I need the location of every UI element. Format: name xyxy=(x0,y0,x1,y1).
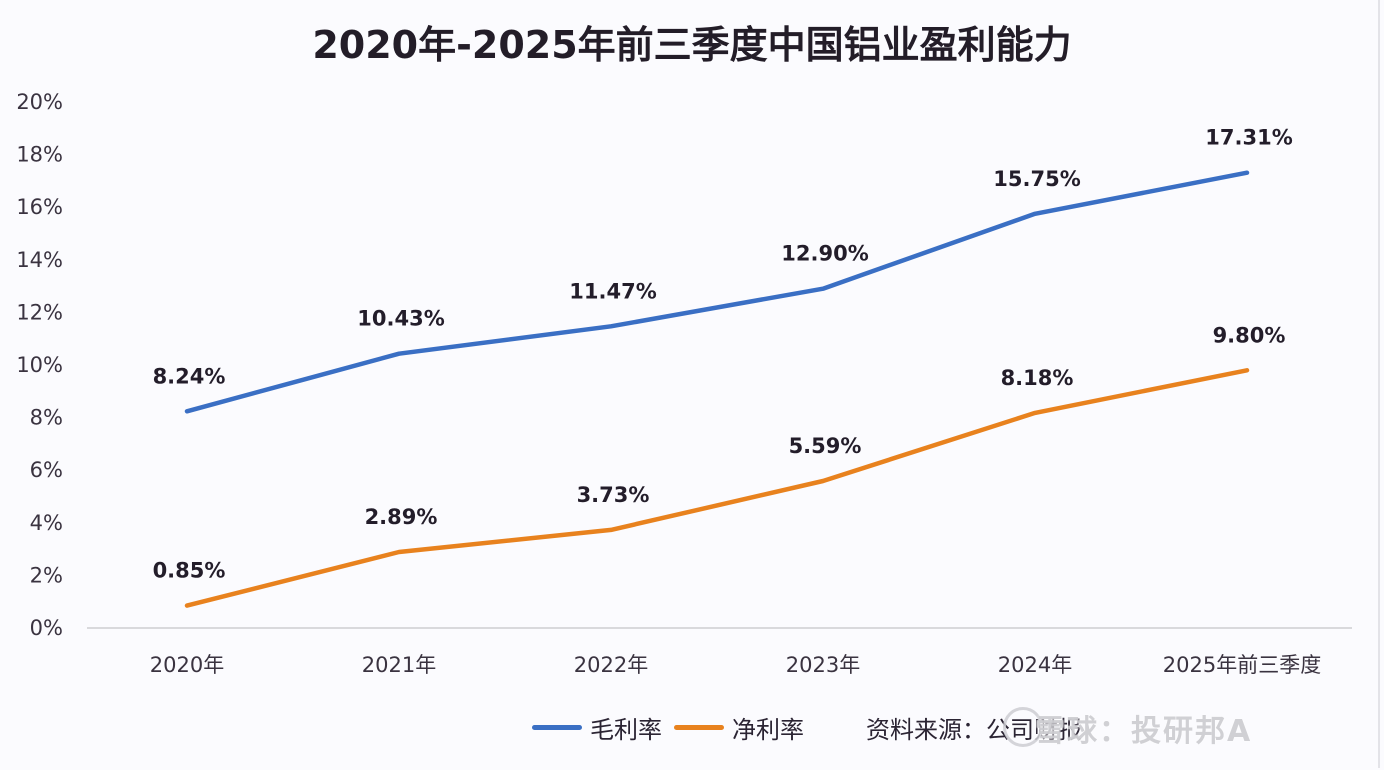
x-tick-label: 2024年 xyxy=(998,653,1072,677)
legend: 毛利率 净利率 资料来源：公司财报 xyxy=(532,709,1082,745)
data-label: 0.85% xyxy=(153,559,226,583)
x-axis-ticks: 2020年 2021年 2022年 2023年 2024年 2025年前三季度 xyxy=(150,653,1321,677)
legend-label-gross-margin: 毛利率 xyxy=(590,715,662,744)
legend-item-net-margin[interactable]: 净利率 xyxy=(674,710,804,745)
x-tick-label: 2025年前三季度 xyxy=(1163,653,1321,677)
y-tick-label: 2% xyxy=(30,563,63,587)
legend-label-net-margin: 净利率 xyxy=(732,715,804,744)
series-lines xyxy=(184,170,1250,608)
y-tick-label: 4% xyxy=(30,511,63,535)
data-label: 8.18% xyxy=(1001,366,1074,390)
data-label: 17.31% xyxy=(1205,126,1292,150)
legend-item-gross-margin[interactable]: 毛利率 xyxy=(532,710,662,745)
y-tick-label: 14% xyxy=(16,248,63,272)
data-label: 3.73% xyxy=(577,483,650,507)
legend-swatch-gross-margin xyxy=(532,724,582,730)
y-tick-label: 10% xyxy=(16,353,63,377)
data-label: 12.90% xyxy=(781,242,868,266)
data-label: 15.75% xyxy=(993,167,1080,191)
data-labels: 8.24% 10.43% 11.47% 12.90% 15.75% 17.31% 0.85%… xyxy=(153,126,1293,583)
x-tick-label: 2023年 xyxy=(786,653,860,677)
data-label: 8.24% xyxy=(153,364,226,388)
y-tick-label: 8% xyxy=(30,406,63,430)
y-tick-label: 6% xyxy=(30,458,63,482)
series-line-net-margin xyxy=(184,368,1250,608)
y-axis-ticks: 0% 2% 4% 6% 8% 10% 12% 14% 16% 18% 20% xyxy=(16,90,63,640)
watermark: 雪球：投研邦A xyxy=(1035,714,1253,749)
line-chart: 0%2%4%6%8%10%12%14%16%18%20% 2020年 2021年 2… xyxy=(16,90,1352,677)
x-tick-label: 2021年 xyxy=(362,653,436,677)
y-tick-label: 16% xyxy=(16,195,63,219)
watermark-logo-icon xyxy=(1003,707,1043,747)
y-tick-label: 12% xyxy=(16,300,63,324)
legend-swatch-net-margin xyxy=(674,724,724,730)
data-label: 2.89% xyxy=(365,505,438,529)
y-tick-label: 20% xyxy=(16,90,63,114)
x-tick-label: 2020年 xyxy=(150,653,224,677)
source-note: 资料来源：公司财报 xyxy=(866,715,1082,744)
y-tick-label: 18% xyxy=(16,143,63,167)
chart-title: 2020年-2025年前三季度中国铝业盈利能力 xyxy=(312,23,1072,67)
series-line-gross-margin xyxy=(184,170,1250,414)
data-label: 9.80% xyxy=(1213,323,1286,347)
data-label: 10.43% xyxy=(357,307,444,331)
data-label: 11.47% xyxy=(569,279,656,303)
x-tick-label: 2022年 xyxy=(574,653,648,677)
data-label: 5.59% xyxy=(789,434,862,458)
y-tick-label: 0% xyxy=(30,616,63,640)
